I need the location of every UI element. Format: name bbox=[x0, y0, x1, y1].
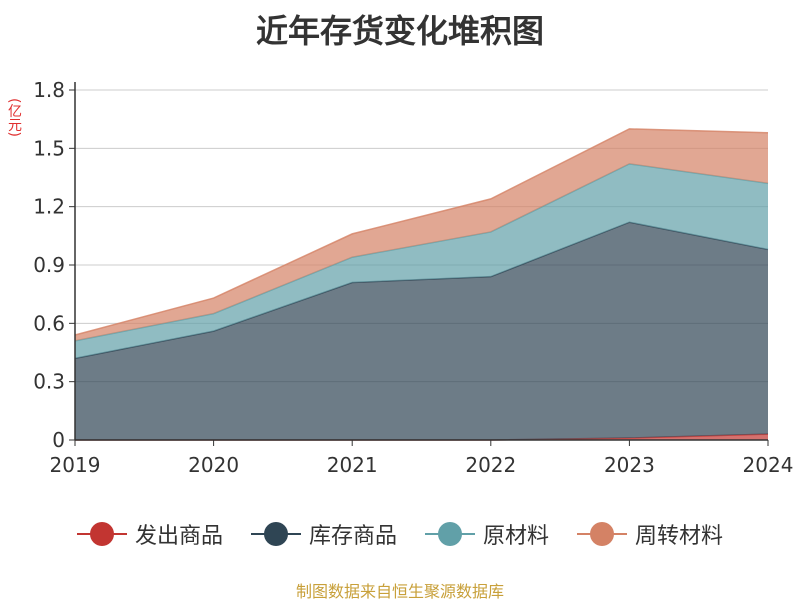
series-area-1 bbox=[75, 222, 768, 440]
legend-item-turnover-materials[interactable]: 周转材料 bbox=[577, 518, 723, 550]
y-tick-label: 1.5 bbox=[33, 136, 65, 160]
series-area-3 bbox=[75, 128, 768, 341]
series-area-2 bbox=[75, 163, 768, 359]
x-tick-label: 2023 bbox=[604, 453, 655, 477]
legend-marker-icon bbox=[577, 519, 628, 549]
series-areas bbox=[74, 128, 769, 441]
axes bbox=[69, 82, 769, 446]
legend-label: 原材料 bbox=[483, 524, 550, 549]
y-tick-label: 1.8 bbox=[33, 78, 65, 102]
y-tick-label: 0 bbox=[52, 428, 65, 452]
y-tick-label: 0.3 bbox=[33, 370, 65, 394]
chart-title: 近年存货变化堆积图 bbox=[255, 12, 544, 50]
legend-item-shipped-goods[interactable]: 发出商品 bbox=[76, 518, 223, 550]
x-tick-label: 2019 bbox=[50, 453, 101, 477]
x-tick-label: 2022 bbox=[465, 453, 516, 477]
x-tick-label: 2024 bbox=[743, 453, 794, 477]
y-tick-label: 1.2 bbox=[33, 195, 65, 219]
legend-marker-icon bbox=[250, 519, 301, 549]
data-source-note: 制图数据来自恒生聚源数据库 bbox=[295, 582, 504, 601]
legend-marker-icon bbox=[76, 519, 127, 549]
x-tick-label: 2021 bbox=[327, 453, 378, 477]
y-axis-unit: (亿元) bbox=[6, 97, 22, 137]
legend-item-raw-materials[interactable]: 原材料 bbox=[425, 518, 549, 550]
tick-labels: 0 0.3 0.6 0.9 1.2 1.5 1.8 2019 2020 2021 2022 2023 2… bbox=[33, 78, 793, 477]
legend-marker-icon bbox=[425, 519, 475, 549]
legend-label: 发出商品 bbox=[134, 524, 223, 549]
legend-item-inventory-goods[interactable]: 库存商品 bbox=[250, 518, 397, 550]
x-tick-label: 2020 bbox=[188, 453, 239, 477]
legend-label: 周转材料 bbox=[635, 524, 724, 549]
legend-label: 库存商品 bbox=[308, 524, 397, 549]
series-line-3 bbox=[74, 128, 769, 336]
y-tick-label: 0.9 bbox=[33, 253, 65, 277]
y-tick-label: 0.6 bbox=[33, 311, 65, 335]
legend: 发出商品 库存商品 原材料 周转材料 bbox=[0, 518, 800, 550]
